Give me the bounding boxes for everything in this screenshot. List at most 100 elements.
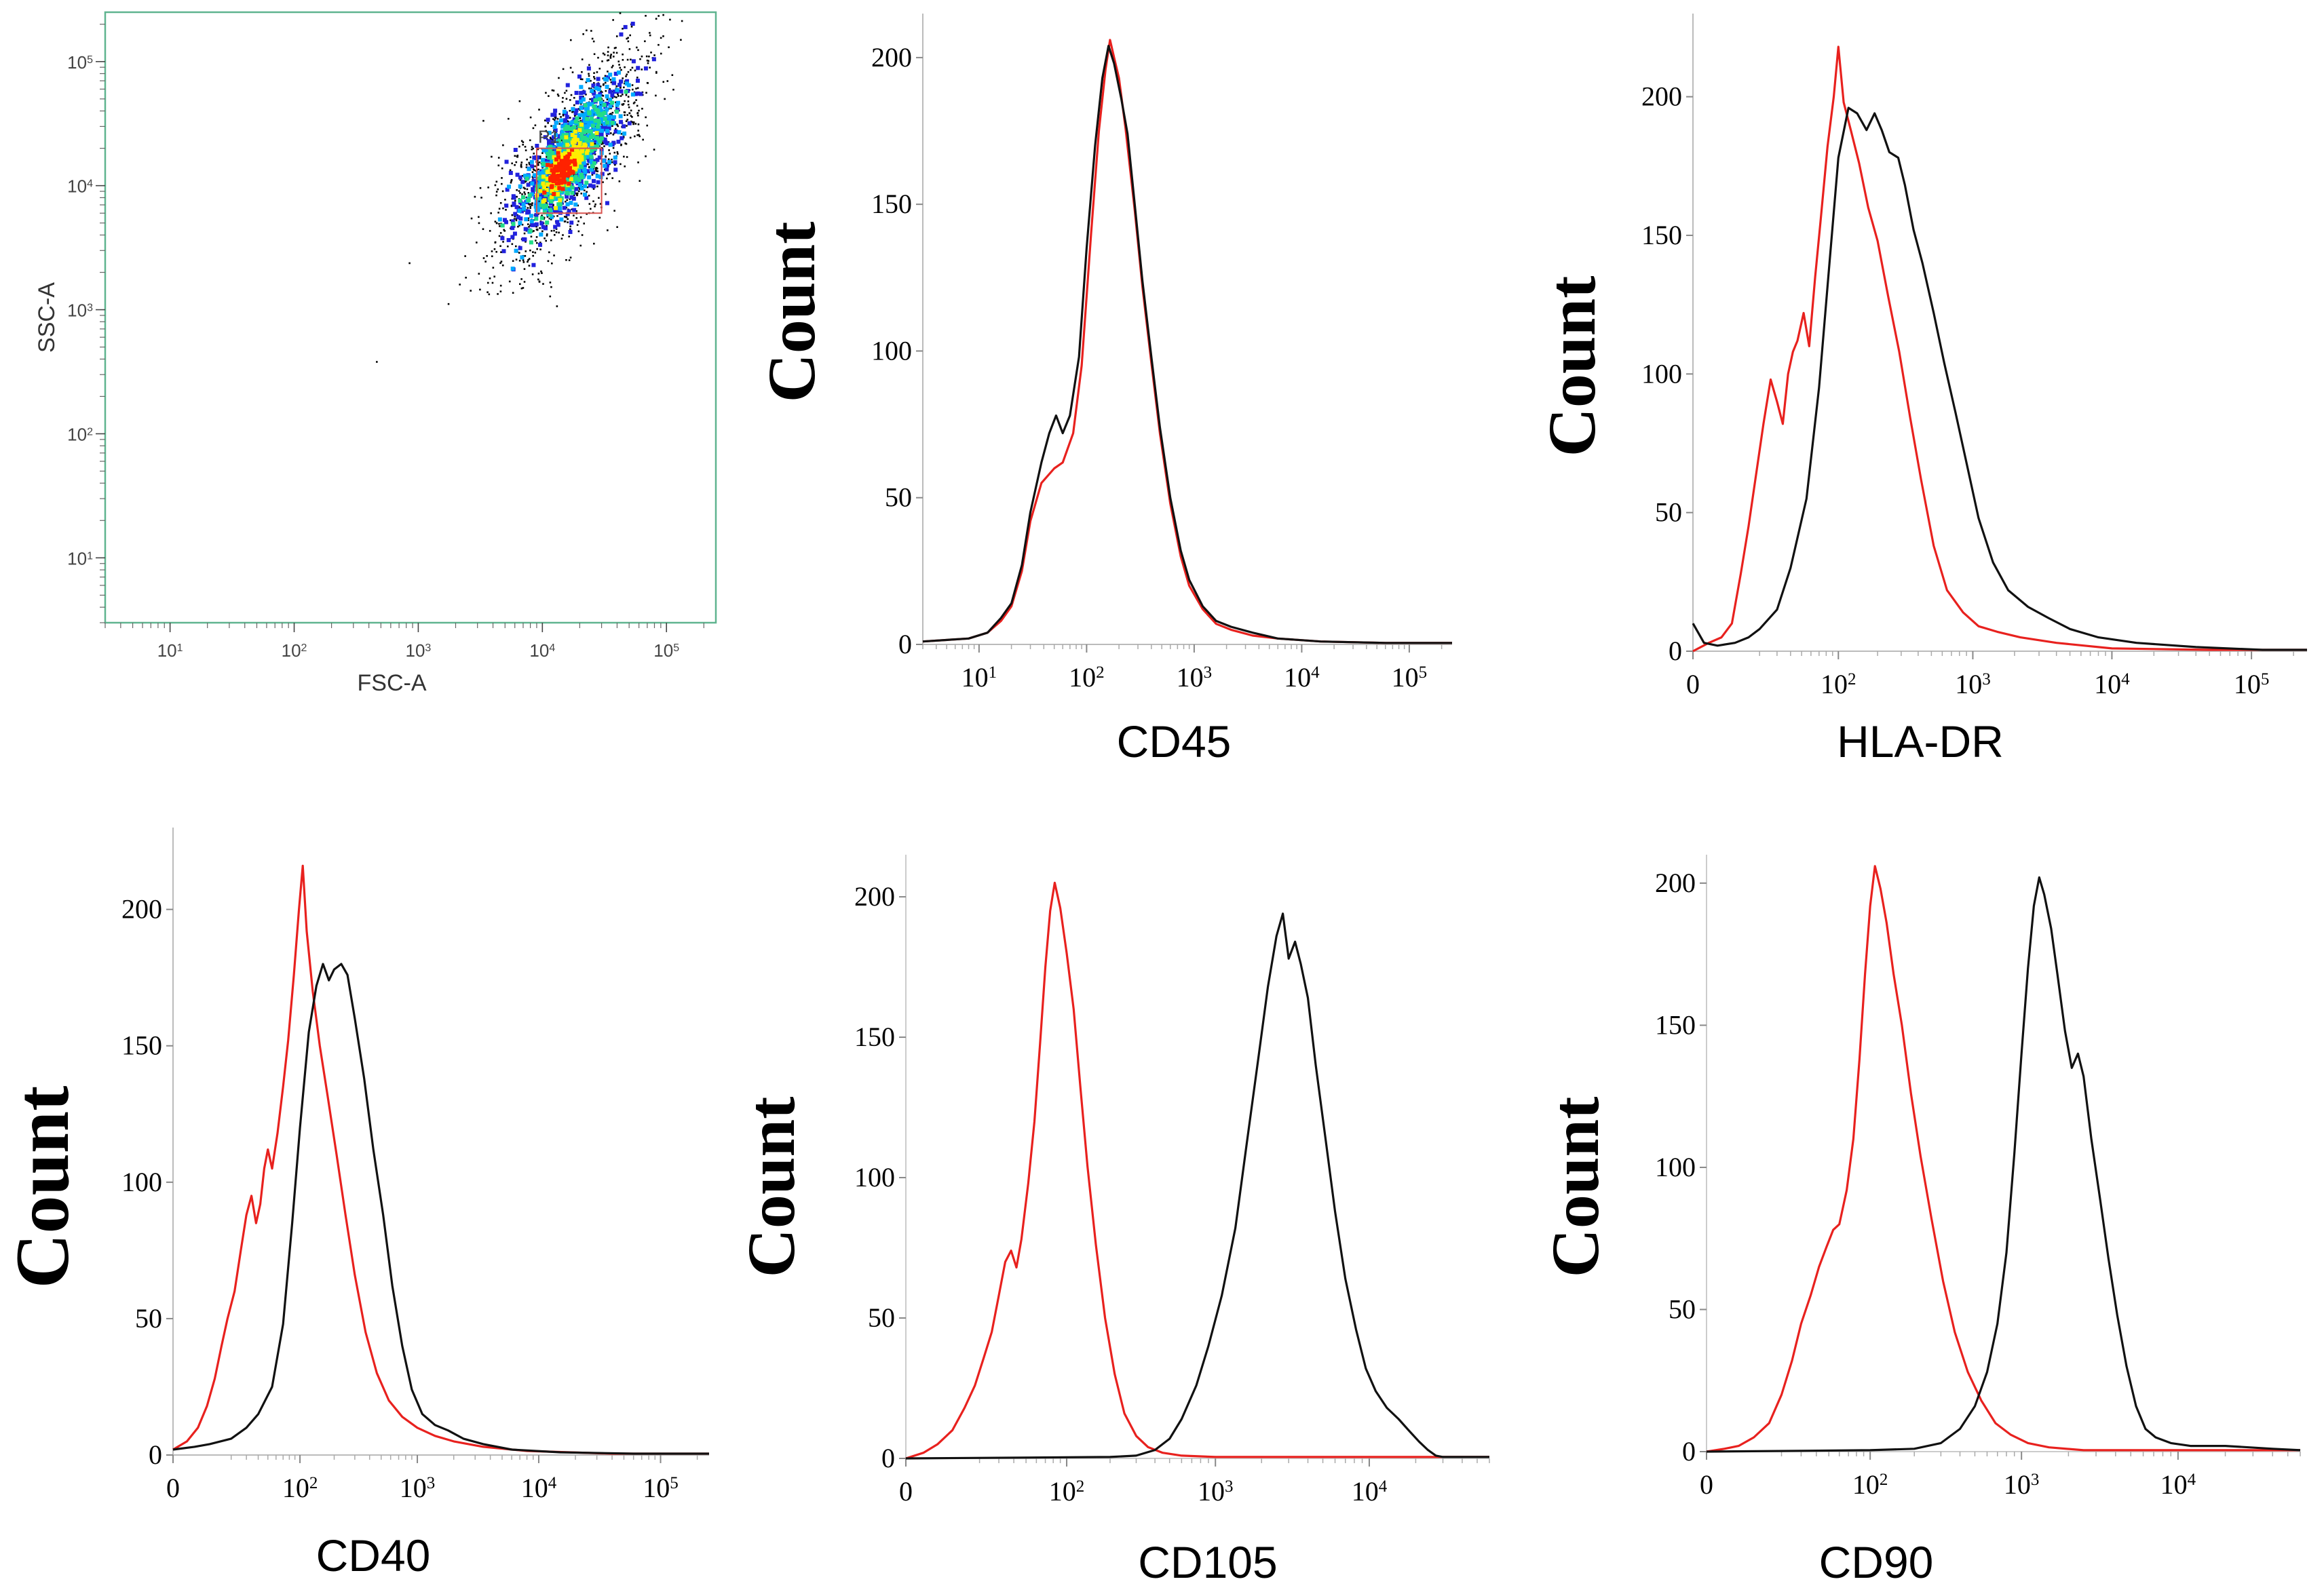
cd105-marker-label: CD105 xyxy=(1138,1537,1278,1587)
scatter-density-cell xyxy=(612,90,617,94)
scatter-event-dot xyxy=(560,237,563,240)
scatter-density-cell xyxy=(575,100,579,104)
scatter-event-dot xyxy=(579,117,581,119)
scatter-event-dot xyxy=(525,196,528,199)
scatter-density-cell xyxy=(519,209,524,214)
scatter-event-dot xyxy=(567,221,569,224)
scatter-density-cell xyxy=(542,210,547,215)
scatter-event-dot xyxy=(602,100,605,102)
scatter-density-cell xyxy=(573,202,578,207)
scatter-density-cell xyxy=(552,124,557,129)
cd45-xtick-label: 104 xyxy=(1284,662,1320,693)
scatter-event-dot xyxy=(474,195,476,198)
scatter-event-dot xyxy=(489,230,491,232)
scatter-event-dot xyxy=(539,227,541,229)
scatter-event-dot xyxy=(609,88,611,90)
scatter-density-cell xyxy=(608,90,613,94)
scatter-event-dot xyxy=(544,119,546,121)
cd105-series-isotype xyxy=(905,881,1489,1460)
scatter-density-cell xyxy=(541,194,546,199)
scatter-density-cell xyxy=(595,157,600,162)
scatter-event-dot xyxy=(544,237,546,239)
scatter-event-dot xyxy=(571,130,573,132)
scatter-event-dot xyxy=(577,190,580,193)
scatter-density-cell xyxy=(572,208,577,212)
scatter-density-cell xyxy=(568,184,573,189)
scatter-event-dot xyxy=(625,94,628,96)
scatter-event-dot xyxy=(595,167,598,169)
scatter-event-dot xyxy=(525,241,527,243)
scatter-density-cell xyxy=(574,108,579,113)
scatter-event-dot xyxy=(608,149,610,151)
cd40-marker-label: CD40 xyxy=(316,1530,431,1581)
scatter-event-dot xyxy=(491,255,493,258)
scatter-event-dot xyxy=(628,112,631,115)
scatter-event-dot xyxy=(538,109,540,111)
scatter-density-cell xyxy=(500,236,505,241)
scatter-density-cell xyxy=(573,111,578,115)
scatter-event-dot xyxy=(499,262,501,265)
scatter-density-cell xyxy=(518,216,523,221)
scatter-event-dot xyxy=(605,155,607,157)
scatter-event-dot xyxy=(588,64,590,66)
scatter-density-cell xyxy=(538,179,543,184)
scatter-density-cell xyxy=(596,142,601,147)
scatter-event-dot xyxy=(623,86,625,89)
cd45-series-stained xyxy=(922,44,1452,644)
scatter-event-dot xyxy=(495,194,497,197)
scatter-density-cell xyxy=(539,216,544,220)
scatter-event-dot xyxy=(611,90,613,93)
scatter-density-cell xyxy=(552,208,556,213)
scatter-event-dot xyxy=(633,101,636,104)
scatter-density-cell xyxy=(550,181,555,186)
scatter-density-cell xyxy=(537,193,542,197)
scatter-density-cell xyxy=(579,180,584,185)
scatter-event-dot xyxy=(553,254,555,256)
scatter-event-dot xyxy=(537,278,539,281)
scatter-event-dot xyxy=(610,81,613,83)
cd105-xtick-label: 0 xyxy=(899,1476,913,1507)
scatter-event-dot xyxy=(650,52,652,54)
scatter-density-cell xyxy=(570,185,575,190)
cd90-xtick-label: 104 xyxy=(2160,1469,2196,1500)
scatter-event-dot xyxy=(626,125,628,127)
cd105-ytick-label: 150 xyxy=(854,1022,895,1052)
scatter-density-cell xyxy=(545,176,550,181)
scatter-density-cell xyxy=(515,172,520,177)
gate-p1-rect[interactable] xyxy=(535,147,603,214)
scatter-density-cell xyxy=(534,222,539,227)
scatter-event-dot xyxy=(565,216,568,218)
scatter-density-cell xyxy=(581,97,586,102)
scatter-density-cell xyxy=(510,226,515,231)
scatter-event-dot xyxy=(613,210,615,212)
scatter-event-dot xyxy=(537,163,539,166)
scatter-density-cell xyxy=(605,129,609,134)
scatter-event-dot xyxy=(611,161,613,163)
scatter-event-dot xyxy=(627,100,630,102)
scatter-density-cell xyxy=(574,187,579,191)
scatter-event-dot xyxy=(550,125,552,128)
scatter-density-cell xyxy=(559,176,564,180)
scatter-event-dot xyxy=(541,152,544,154)
scatter-event-dot xyxy=(524,206,527,208)
scatter-density-cell xyxy=(573,167,578,172)
scatter-density-cell xyxy=(531,190,535,195)
scatter-density-cell xyxy=(561,176,566,181)
scatter-event-dot xyxy=(641,55,643,58)
scatter-density-cell xyxy=(592,91,596,96)
scatter-event-dot xyxy=(525,166,528,168)
scatter-density-cell xyxy=(528,229,533,233)
scatter-event-dot xyxy=(601,123,603,125)
hladr-ytick-label: 50 xyxy=(1655,497,1682,528)
scatter-event-dot xyxy=(671,74,674,77)
scatter-event-dot xyxy=(641,69,643,71)
scatter-event-dot xyxy=(498,235,501,237)
scatter-density-cell xyxy=(513,212,518,216)
scatter-event-dot xyxy=(582,33,584,35)
scatter-density-cell xyxy=(574,90,579,95)
scatter-density-cell xyxy=(527,193,532,198)
scatter-event-dot xyxy=(576,224,579,226)
scatter-event-dot xyxy=(594,205,596,208)
scatter-event-dot xyxy=(597,105,600,108)
scatter-density-cell xyxy=(589,159,594,163)
